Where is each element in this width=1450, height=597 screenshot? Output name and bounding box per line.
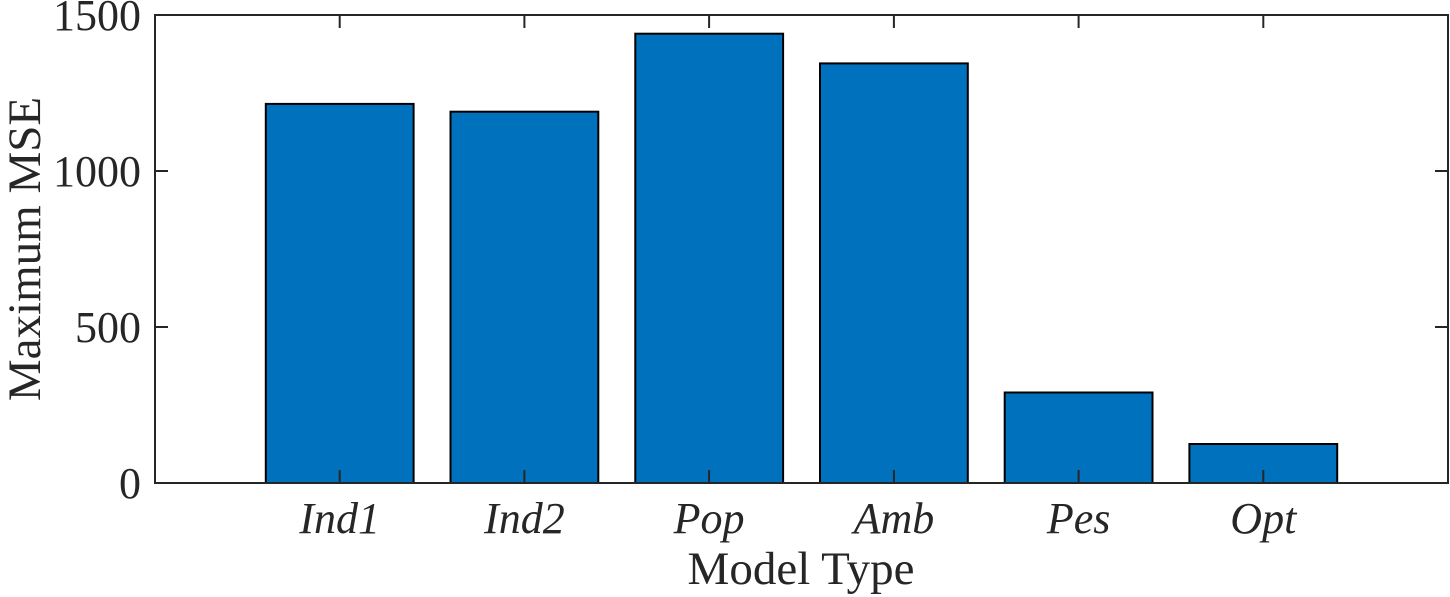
y-tick-label: 1500 <box>53 0 141 40</box>
y-axis-label: Maximum MSE <box>0 97 51 401</box>
axes-box <box>154 14 1449 484</box>
x-category-label-Amb: Amb <box>851 494 935 543</box>
x-category-label-Pes: Pes <box>1046 494 1111 543</box>
y-tick-label: 1000 <box>53 147 141 196</box>
x-category-label-Pop: Pop <box>673 494 745 543</box>
x-category-label-Ind2: Ind2 <box>483 494 565 543</box>
bar-Ind2 <box>449 110 600 484</box>
bars-layer <box>264 32 1339 485</box>
x-category-label-Ind1: Ind1 <box>298 494 380 543</box>
axes-layer <box>154 14 1449 484</box>
bar-Pes <box>1003 391 1154 484</box>
y-tick-label: 0 <box>119 459 141 508</box>
x-axis-label: Model Type <box>688 543 915 595</box>
bar-Ind1 <box>264 102 415 485</box>
x-category-label-Opt: Opt <box>1230 494 1298 543</box>
bar-Amb <box>819 62 969 485</box>
y-tick-label: 500 <box>75 303 141 352</box>
tick-labels-layer: 0 500 1000 1500 Ind1 Ind2 Pop Amb Pes Opt <box>53 0 1298 543</box>
bar-Pop <box>634 32 785 484</box>
